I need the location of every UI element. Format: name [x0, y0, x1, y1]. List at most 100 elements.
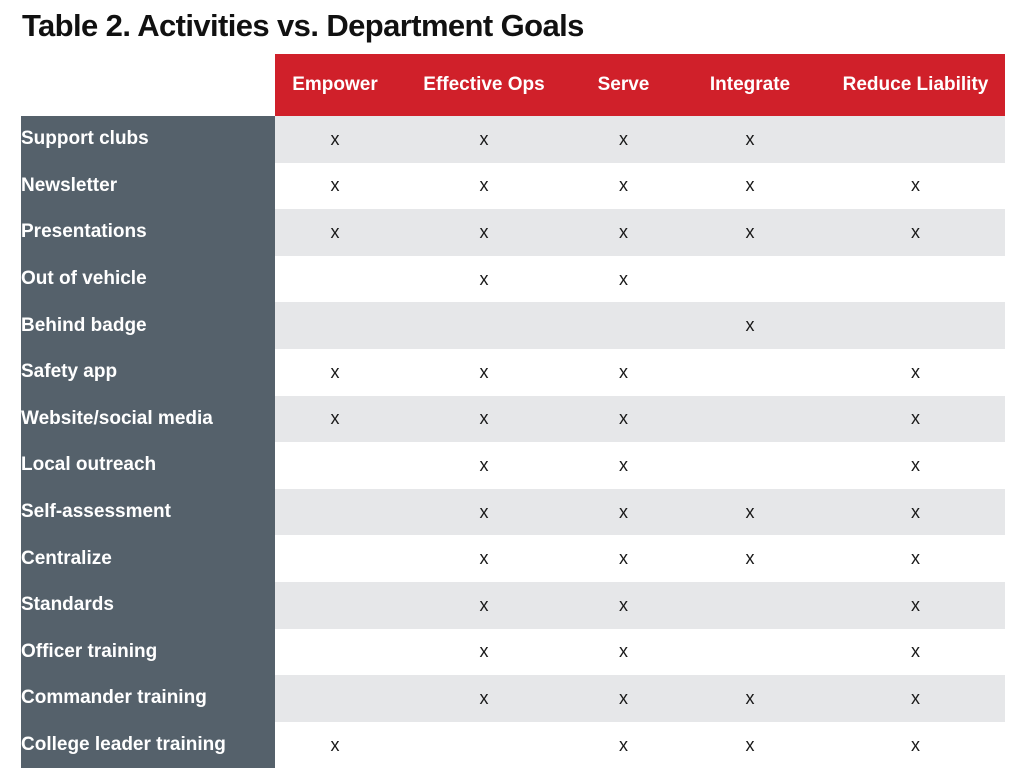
goal-mark-cell: x [573, 255, 674, 303]
goal-mark-cell [275, 628, 395, 676]
goal-mark-cell: x [395, 162, 573, 210]
goal-mark-cell: x [826, 348, 1005, 396]
goal-mark-cell [275, 535, 395, 582]
goal-mark-cell: x [826, 488, 1005, 536]
table-row: Officer training x x x [21, 628, 1005, 676]
goal-mark-cell: x [275, 162, 395, 210]
goal-mark-cell [826, 116, 1005, 163]
table-row: Centralize x x x x [21, 535, 1005, 582]
goal-mark-cell: x [826, 395, 1005, 443]
goal-mark-cell [826, 302, 1005, 349]
goal-mark-cell: x [395, 628, 573, 676]
goal-mark-cell: x [573, 535, 674, 582]
table-row: College leader training x x x x [21, 721, 1005, 769]
goal-mark-cell [573, 302, 674, 349]
goal-mark-cell [395, 302, 573, 349]
goal-mark-cell [674, 395, 826, 443]
column-header-empower: Empower [275, 54, 395, 116]
goal-mark-cell: x [674, 535, 826, 582]
activity-label: Commander training [21, 675, 275, 722]
goal-mark-cell: x [395, 535, 573, 582]
activity-label: Behind badge [21, 302, 275, 349]
header-corner-cell [21, 54, 275, 116]
goal-mark-cell [275, 581, 395, 629]
activity-label: College leader training [21, 721, 275, 769]
goal-mark-cell: x [395, 488, 573, 536]
goal-mark-cell: x [275, 116, 395, 163]
table-row: Local outreach x x x [21, 442, 1005, 489]
goal-mark-cell: x [573, 721, 674, 769]
goal-mark-cell: x [674, 209, 826, 256]
goal-mark-cell: x [395, 348, 573, 396]
goal-mark-cell [826, 255, 1005, 303]
activity-label: Officer training [21, 628, 275, 676]
goal-mark-cell: x [573, 675, 674, 722]
goal-mark-cell: x [826, 675, 1005, 722]
goal-mark-cell: x [395, 209, 573, 256]
table-title: Table 2. Activities vs. Department Goals [22, 8, 584, 43]
goal-mark-cell: x [573, 116, 674, 163]
goal-mark-cell [275, 302, 395, 349]
goal-mark-cell: x [573, 209, 674, 256]
goal-mark-cell: x [395, 255, 573, 303]
goal-mark-cell: x [826, 628, 1005, 676]
table-row: Website/social media x x x x [21, 395, 1005, 443]
goal-mark-cell: x [395, 116, 573, 163]
goal-mark-cell [275, 442, 395, 489]
activity-label: Website/social media [21, 395, 275, 443]
table-body: Support clubs x x x x Newsletter x x x x… [21, 116, 1005, 769]
goal-mark-cell [674, 628, 826, 676]
table-row: Newsletter x x x x x [21, 162, 1005, 210]
activity-label: Support clubs [21, 116, 275, 163]
activity-label: Local outreach [21, 442, 275, 489]
goal-mark-cell: x [275, 209, 395, 256]
table-row: Behind badge x [21, 302, 1005, 349]
goal-mark-cell: x [275, 721, 395, 769]
table-row: Out of vehicle x x [21, 255, 1005, 303]
goal-mark-cell: x [573, 348, 674, 396]
goal-mark-cell: x [826, 721, 1005, 769]
goal-mark-cell: x [395, 581, 573, 629]
goal-mark-cell: x [674, 116, 826, 163]
activity-label: Presentations [21, 209, 275, 256]
table-row: Support clubs x x x x [21, 116, 1005, 163]
goal-mark-cell: x [573, 581, 674, 629]
goal-mark-cell: x [573, 488, 674, 536]
goal-mark-cell: x [826, 535, 1005, 582]
goal-mark-cell: x [674, 488, 826, 536]
column-header-integrate: Integrate [674, 54, 826, 116]
goal-mark-cell [275, 488, 395, 536]
goal-mark-cell: x [573, 162, 674, 210]
goal-mark-cell: x [395, 675, 573, 722]
goal-mark-cell: x [826, 581, 1005, 629]
activity-label: Self-assessment [21, 488, 275, 536]
table-row: Self-assessment x x x x [21, 488, 1005, 536]
goal-mark-cell: x [826, 442, 1005, 489]
activity-label: Out of vehicle [21, 255, 275, 303]
goal-mark-cell: x [395, 442, 573, 489]
activity-label: Standards [21, 581, 275, 629]
column-header-reduce-liability: Reduce Liability [826, 54, 1005, 116]
column-header-serve: Serve [573, 54, 674, 116]
goal-mark-cell: x [275, 395, 395, 443]
column-header-effective-ops: Effective Ops [395, 54, 573, 116]
table-row: Standards x x x [21, 581, 1005, 629]
goal-mark-cell [674, 442, 826, 489]
goal-mark-cell [275, 255, 395, 303]
activity-label: Safety app [21, 348, 275, 396]
goal-mark-cell: x [826, 162, 1005, 210]
goal-mark-cell [674, 348, 826, 396]
activity-label: Centralize [21, 535, 275, 582]
table-header-row: Empower Effective Ops Serve Integrate Re… [21, 54, 1005, 116]
goal-mark-cell [674, 581, 826, 629]
activity-label: Newsletter [21, 162, 275, 210]
goal-mark-cell: x [826, 209, 1005, 256]
goal-mark-cell: x [674, 302, 826, 349]
table-row: Presentations x x x x x [21, 209, 1005, 256]
goal-mark-cell: x [573, 628, 674, 676]
goal-mark-cell [275, 675, 395, 722]
goal-mark-cell: x [395, 395, 573, 443]
goal-mark-cell: x [674, 721, 826, 769]
goal-mark-cell [395, 721, 573, 769]
goal-mark-cell: x [674, 675, 826, 722]
